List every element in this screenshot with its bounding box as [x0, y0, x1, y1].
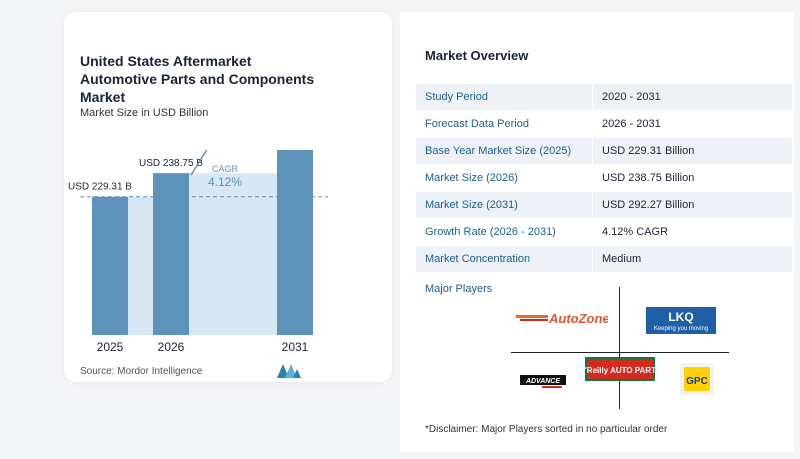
bar — [277, 150, 313, 335]
bar — [92, 196, 128, 335]
oreilly-logo: O'Reilly AUTO PARTS — [585, 357, 655, 381]
advance-logo-text: ADVANCE — [525, 378, 560, 385]
x-tick-label: 2031 — [282, 340, 309, 354]
overview-table: Study Period 2020 - 2031 Forecast Data P… — [416, 84, 792, 273]
x-tick-label: 2026 — [158, 340, 185, 354]
cagr-band — [189, 173, 277, 335]
oreilly-logo-text: O'Reilly AUTO PARTS — [585, 366, 655, 375]
table-row: Study Period 2020 - 2031 — [416, 84, 792, 111]
row-label: Base Year Market Size (2025) — [416, 137, 593, 165]
row-value: Medium — [592, 245, 792, 273]
players-divider-horizontal — [511, 352, 729, 353]
chart-subtitle: Market Size in USD Billion — [80, 107, 209, 119]
players-divider-vertical — [619, 287, 620, 409]
row-label: Market Size (2026) — [416, 164, 593, 192]
autozone-logo-text: AutoZone — [548, 311, 608, 326]
table-row: Base Year Market Size (2025) USD 229.31 … — [416, 137, 792, 165]
gpc-logo: GPC — [680, 363, 714, 395]
row-label: Study Period — [416, 84, 593, 111]
lkq-logo: LKQ Keeping you moving — [646, 307, 716, 334]
row-value: 4.12% CAGR — [592, 218, 792, 246]
mordor-logo-icon — [277, 364, 301, 378]
major-players-title: Major Players — [425, 283, 493, 295]
row-value: USD 229.31 Billion — [592, 137, 792, 165]
cagr-label: CAGR — [212, 164, 239, 174]
row-value: USD 292.27 Billion — [592, 191, 792, 219]
table-row: Market Size (2026) USD 238.75 Billion — [416, 164, 792, 192]
overview-title: Market Overview — [425, 48, 529, 63]
row-value: USD 238.75 Billion — [592, 164, 792, 192]
lkq-logo-text: LKQ — [668, 310, 693, 324]
gpc-logo-text: GPC — [686, 376, 708, 387]
autozone-logo: AutoZone — [516, 311, 608, 326]
x-tick-label: 2025 — [97, 340, 124, 354]
row-label: Market Concentration — [416, 245, 593, 273]
row-value: 2020 - 2031 — [592, 84, 792, 111]
table-row: Growth Rate (2026 - 2031) 4.12% CAGR — [416, 218, 792, 246]
bar — [153, 173, 189, 335]
lkq-tagline-text: Keeping you moving — [654, 326, 708, 332]
row-value: 2026 - 2031 — [592, 110, 792, 138]
row-label: Growth Rate (2026 - 2031) — [416, 218, 593, 246]
row-label: Market Size (2031) — [416, 191, 593, 219]
growth-band — [128, 196, 153, 335]
disclaimer-text: *Disclaimer: Major Players sorted in no … — [425, 424, 668, 435]
table-row: Forecast Data Period 2026 - 2031 — [416, 110, 792, 138]
table-row: Market Size (2031) USD 292.27 Billion — [416, 191, 792, 219]
bar-value-label: USD 229.31 B — [68, 182, 132, 193]
row-label: Forecast Data Period — [416, 110, 593, 138]
cagr-value: 4.12% — [208, 175, 242, 189]
table-row: Market Concentration Medium — [416, 245, 792, 273]
source-text: Source: Mordor Intelligence — [80, 366, 203, 377]
chart-title: United States Aftermarket Automotive Par… — [80, 53, 315, 105]
cagr-arrow — [190, 150, 208, 176]
bar-value-label: USD 238.75 B — [139, 158, 203, 169]
advance-logo: ADVANCE — [520, 375, 566, 388]
